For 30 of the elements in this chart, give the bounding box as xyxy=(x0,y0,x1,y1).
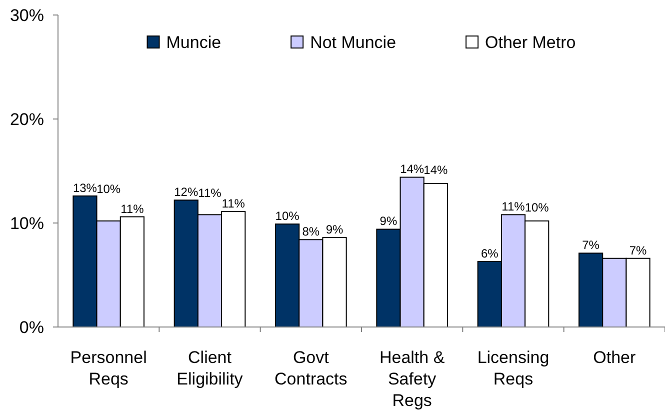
data-label: 12% xyxy=(174,185,198,200)
data-label: 14% xyxy=(400,162,424,176)
y-tick-label: 0% xyxy=(19,318,44,337)
x-tick-label: Licensing Reqs xyxy=(477,348,550,388)
x-tick-label: Health & Safety Regs xyxy=(379,348,446,410)
data-label: 11% xyxy=(222,196,246,211)
x-tick-label: Govt Contracts xyxy=(274,348,348,388)
y-tick-label: 30% xyxy=(10,6,44,25)
x-tick-label: Client Eligibility xyxy=(176,348,244,388)
x-tick-label: Other xyxy=(593,348,636,367)
y-tick-label: 20% xyxy=(10,110,44,129)
data-label: 11% xyxy=(120,202,144,216)
legend-label: Other Metro xyxy=(485,33,576,52)
y-tick-label: 10% xyxy=(10,214,44,233)
data-label: 10% xyxy=(96,182,121,196)
data-label: 6% xyxy=(480,246,499,260)
data-label: 11% xyxy=(198,186,222,200)
data-label: 9% xyxy=(380,214,398,228)
data-label: 10% xyxy=(524,200,550,215)
data-label: 7% xyxy=(582,238,600,252)
data-label: 14% xyxy=(424,163,448,178)
data-label: 10% xyxy=(275,209,300,224)
legend-label: Not Muncie xyxy=(310,33,396,52)
data-label: 13% xyxy=(72,180,98,195)
x-tick-label: Personnel Reqs xyxy=(70,348,147,388)
data-label: 9% xyxy=(326,222,344,237)
legend-label: Muncie xyxy=(166,33,222,52)
data-label: 8% xyxy=(302,224,320,239)
data-label: 11% xyxy=(502,200,526,214)
data-label: 7% xyxy=(629,243,648,258)
